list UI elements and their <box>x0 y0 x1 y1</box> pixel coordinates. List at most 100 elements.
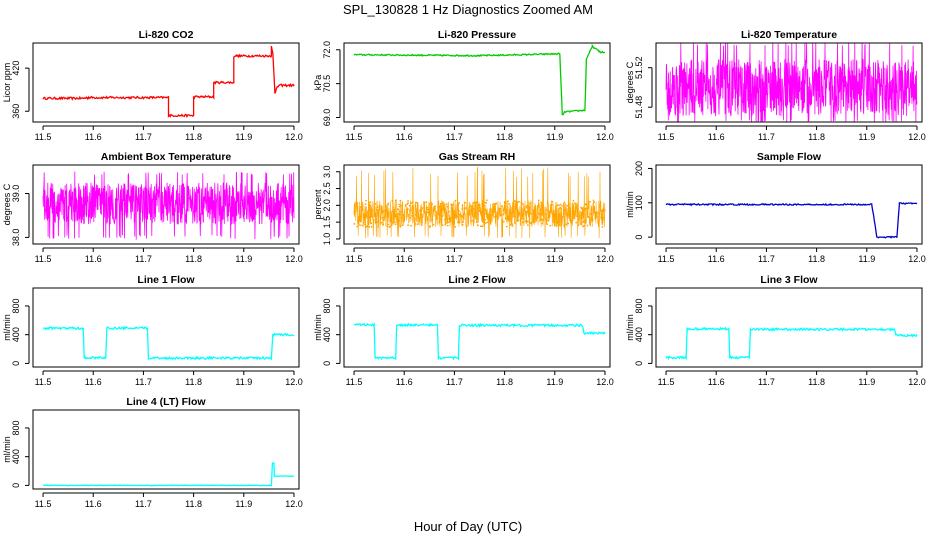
figure-xlabel: Hour of Day (UTC) <box>414 519 522 534</box>
y-tick-label: 70.5 <box>322 75 332 93</box>
data-point <box>367 220 369 223</box>
y-tick-label: 39.0 <box>11 185 21 203</box>
x-tick-label: 11.6 <box>708 377 725 387</box>
panel-title: Sample Flow <box>757 151 822 163</box>
x-tick-label: 12.0 <box>908 132 926 142</box>
x-tick-label: 11.5 <box>658 377 675 387</box>
data-point <box>356 202 359 205</box>
y-axis-label: ml/min <box>625 191 635 218</box>
data-point <box>407 224 409 227</box>
data-point <box>524 220 527 223</box>
data-point <box>489 214 492 217</box>
data-point <box>396 213 399 215</box>
y-tick-label: 0 <box>634 361 644 366</box>
data-point <box>399 210 402 213</box>
data-point <box>572 213 575 216</box>
series-line <box>665 201 918 239</box>
data-point <box>408 213 410 216</box>
data-point <box>361 224 364 227</box>
data-point <box>581 220 583 223</box>
data-point <box>504 217 507 220</box>
data-point <box>471 220 473 222</box>
panel-title: Line 3 Flow <box>760 274 818 286</box>
panel-8: Line 3 Flow ml/min 11.5 11.6 11.7 11.8 11.9 12.… <box>625 274 926 387</box>
x-tick-label: 11.7 <box>446 254 463 264</box>
y-axis-label: ml/min <box>313 314 323 341</box>
data-point <box>592 199 595 202</box>
data-point <box>477 204 480 207</box>
data-point <box>465 225 468 228</box>
data-point <box>362 209 364 212</box>
data-point <box>400 216 403 219</box>
y-tick-label: 800 <box>11 420 21 435</box>
data-point <box>408 205 411 207</box>
data-point <box>542 220 544 222</box>
data-point <box>492 207 495 210</box>
series-group <box>42 462 295 487</box>
data-point <box>577 224 580 227</box>
data-point <box>438 206 441 208</box>
data-point <box>381 216 384 219</box>
data-point <box>598 203 601 206</box>
data-point <box>558 223 560 226</box>
data-point <box>392 212 395 214</box>
panel-title: Line 1 Flow <box>137 274 195 286</box>
data-point <box>545 218 548 220</box>
data-point <box>568 203 571 206</box>
y-axis-label: ml/min <box>625 314 635 341</box>
data-point <box>530 212 532 215</box>
data-point <box>540 217 542 220</box>
data-point <box>512 205 514 208</box>
data-point <box>603 218 605 221</box>
data-point <box>448 210 450 213</box>
data-point <box>480 225 482 228</box>
data-point <box>402 214 405 216</box>
data-point <box>432 223 435 226</box>
x-tick-label: 11.6 <box>396 132 413 142</box>
series-group <box>665 201 918 239</box>
data-point <box>360 206 363 209</box>
series-line <box>42 462 295 487</box>
data-point <box>403 215 406 218</box>
data-point <box>513 200 516 202</box>
y-tick-label: 800 <box>11 298 21 313</box>
y-axis-label: percent <box>313 189 323 220</box>
data-point <box>551 200 554 203</box>
data-point <box>365 199 367 202</box>
series-group <box>665 43 918 122</box>
data-point <box>472 201 475 204</box>
data-point <box>434 205 437 208</box>
x-tick-label: 11.5 <box>658 132 675 142</box>
data-point <box>394 199 397 202</box>
data-point <box>569 210 572 213</box>
panel-7: Line 2 Flow ml/min 11.5 11.6 11.7 11.8 11.9 12.… <box>313 274 614 387</box>
x-tick-label: 12.0 <box>908 254 926 264</box>
data-point <box>527 205 529 208</box>
data-point <box>360 215 362 218</box>
data-point <box>573 210 576 213</box>
data-point <box>595 215 598 218</box>
data-point <box>521 221 524 224</box>
x-tick-label: 11.6 <box>708 132 725 142</box>
data-point <box>436 213 438 216</box>
plot-frame <box>32 287 300 368</box>
panel-2: Li-820 Temperature degrees C 11.5 11.6 11.7 1… <box>625 29 926 142</box>
data-point <box>393 221 396 224</box>
data-point <box>571 219 574 222</box>
data-point <box>361 201 363 204</box>
series-line <box>42 325 295 361</box>
x-tick-label: 11.6 <box>708 254 725 264</box>
data-point <box>560 207 562 210</box>
data-point <box>359 224 361 227</box>
data-point <box>467 221 470 223</box>
data-point <box>490 219 493 221</box>
panel-6: Line 1 Flow ml/min 11.5 11.6 11.7 11.8 11.9 12.… <box>2 274 303 387</box>
data-point <box>505 225 508 228</box>
y-tick-label: 400 <box>634 327 644 342</box>
data-point <box>447 221 450 224</box>
data-point <box>489 208 492 211</box>
data-point <box>365 225 368 228</box>
x-tick-label: 11.7 <box>758 377 775 387</box>
data-point <box>597 211 600 214</box>
x-tick-label: 11.6 <box>396 254 413 264</box>
